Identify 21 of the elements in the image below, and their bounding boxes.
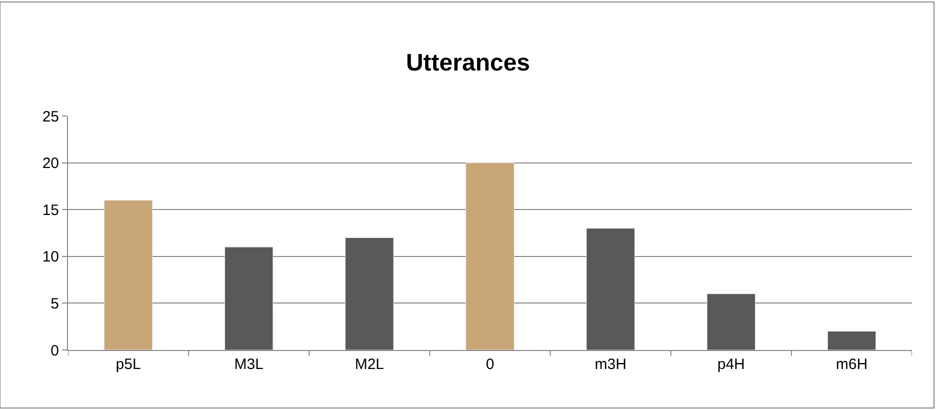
bar — [104, 200, 153, 350]
bar — [706, 294, 756, 350]
y-tick-label: 5 — [50, 295, 59, 312]
chart-title: Utterances — [406, 49, 530, 76]
y-tick-label: 20 — [42, 155, 59, 172]
y-tick-label: 0 — [50, 342, 59, 360]
bar — [827, 331, 876, 350]
x-tick-label: p4H — [717, 356, 745, 373]
bar — [345, 237, 394, 350]
bar — [466, 162, 514, 350]
y-tick-label: 10 — [42, 248, 59, 266]
bar — [586, 228, 635, 350]
x-tick-label: m6H — [836, 356, 868, 373]
x-tick-label: M2L — [354, 356, 384, 373]
y-tick-label: 15 — [42, 202, 59, 219]
x-tick-label: 0 — [486, 356, 494, 373]
bar — [224, 246, 274, 350]
y-tick-label: 25 — [42, 108, 59, 126]
x-tick-label: p5L — [116, 356, 141, 373]
x-tick-label: m3H — [594, 356, 626, 373]
x-tick-label: M3L — [234, 356, 264, 373]
